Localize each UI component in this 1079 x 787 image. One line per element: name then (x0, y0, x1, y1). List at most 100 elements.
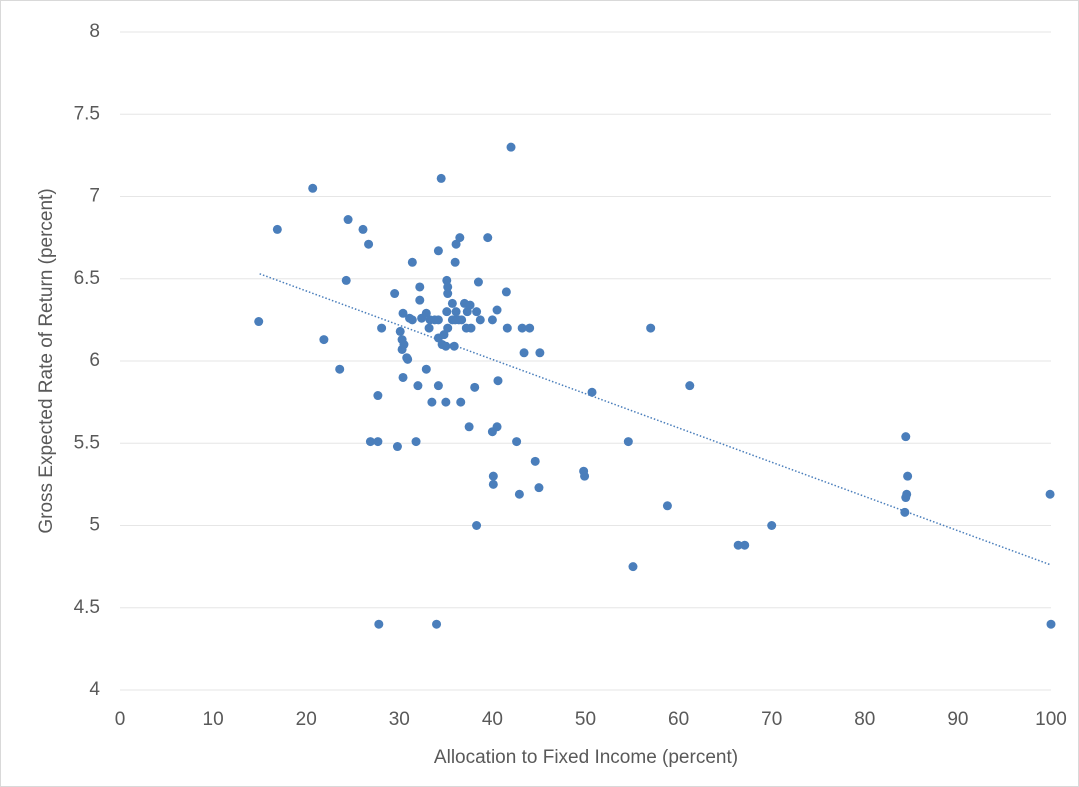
y-tick-label: 4 (89, 679, 100, 700)
point (487, 315, 497, 325)
point (421, 308, 431, 318)
point (465, 300, 475, 310)
point (514, 489, 524, 499)
point (395, 326, 405, 336)
point (433, 381, 443, 391)
point (308, 183, 318, 193)
y-tick-label: 6 (89, 350, 100, 371)
point (432, 619, 442, 629)
point (733, 540, 743, 550)
point (450, 257, 460, 267)
point (534, 483, 544, 493)
point (415, 282, 425, 292)
point (902, 489, 912, 499)
point (493, 376, 503, 386)
point (525, 323, 535, 333)
point (535, 348, 545, 358)
trendline (259, 273, 1052, 566)
point (456, 397, 466, 407)
point (374, 619, 384, 629)
point (365, 437, 375, 447)
point (424, 323, 434, 333)
point (501, 287, 511, 297)
x-tick-label: 100 (1035, 709, 1067, 730)
point (427, 397, 437, 407)
y-tick-label: 7.5 (74, 103, 100, 124)
point (740, 540, 750, 550)
point (399, 340, 409, 350)
point (441, 341, 451, 351)
point (441, 397, 451, 407)
y-tick-label: 7 (89, 186, 100, 207)
point (492, 305, 502, 315)
point (470, 382, 480, 392)
point (443, 282, 453, 292)
point (662, 501, 672, 511)
point (439, 330, 449, 340)
point (473, 277, 483, 287)
point (421, 364, 431, 374)
point (413, 381, 423, 391)
point (646, 323, 656, 333)
point (472, 307, 482, 317)
point (530, 456, 540, 466)
point (436, 173, 446, 183)
point (685, 381, 695, 391)
point (623, 437, 633, 447)
point (364, 239, 374, 249)
x-tick-label: 0 (115, 709, 126, 730)
point (628, 562, 638, 572)
x-axis-title: Allocation to Fixed Income (percent) (434, 747, 738, 768)
point (451, 239, 461, 249)
point (451, 307, 461, 317)
y-tick-label: 5 (89, 515, 100, 536)
point (475, 315, 485, 325)
point (433, 246, 443, 256)
point (443, 289, 453, 299)
x-tick-label: 80 (854, 709, 875, 730)
point (492, 422, 502, 432)
point (398, 372, 408, 382)
point (443, 323, 453, 333)
point (442, 275, 452, 285)
x-tick-label: 10 (203, 709, 224, 730)
point (519, 348, 529, 358)
x-tick-label: 20 (296, 709, 317, 730)
point (415, 295, 425, 305)
point (403, 354, 413, 364)
point (373, 437, 383, 447)
x-tick-label: 40 (482, 709, 503, 730)
point (767, 521, 777, 530)
point (901, 432, 911, 442)
y-tick-label: 8 (89, 21, 100, 42)
point (407, 315, 417, 325)
point (411, 437, 421, 447)
point (502, 323, 512, 333)
point (407, 257, 417, 267)
point (442, 307, 452, 317)
point (512, 437, 522, 447)
y-axis-title: Gross Expected Rate of Return (percent) (36, 188, 57, 533)
point (900, 507, 910, 517)
point (447, 298, 457, 308)
point (373, 391, 383, 401)
point (272, 224, 282, 234)
y-tick-label: 4.5 (74, 597, 100, 618)
point (377, 323, 387, 333)
y-tick-label: 5.5 (74, 432, 100, 453)
point (319, 335, 329, 345)
point (1046, 619, 1056, 629)
point (517, 323, 527, 333)
point (488, 479, 498, 489)
point (455, 233, 465, 243)
point (466, 323, 476, 333)
point (457, 315, 467, 325)
point (903, 471, 913, 481)
x-tick-label: 50 (575, 709, 596, 730)
point (506, 142, 516, 152)
point (392, 442, 402, 452)
point (343, 215, 353, 225)
x-tick-label: 30 (389, 709, 410, 730)
x-tick-label: 60 (668, 709, 689, 730)
point (464, 422, 474, 432)
